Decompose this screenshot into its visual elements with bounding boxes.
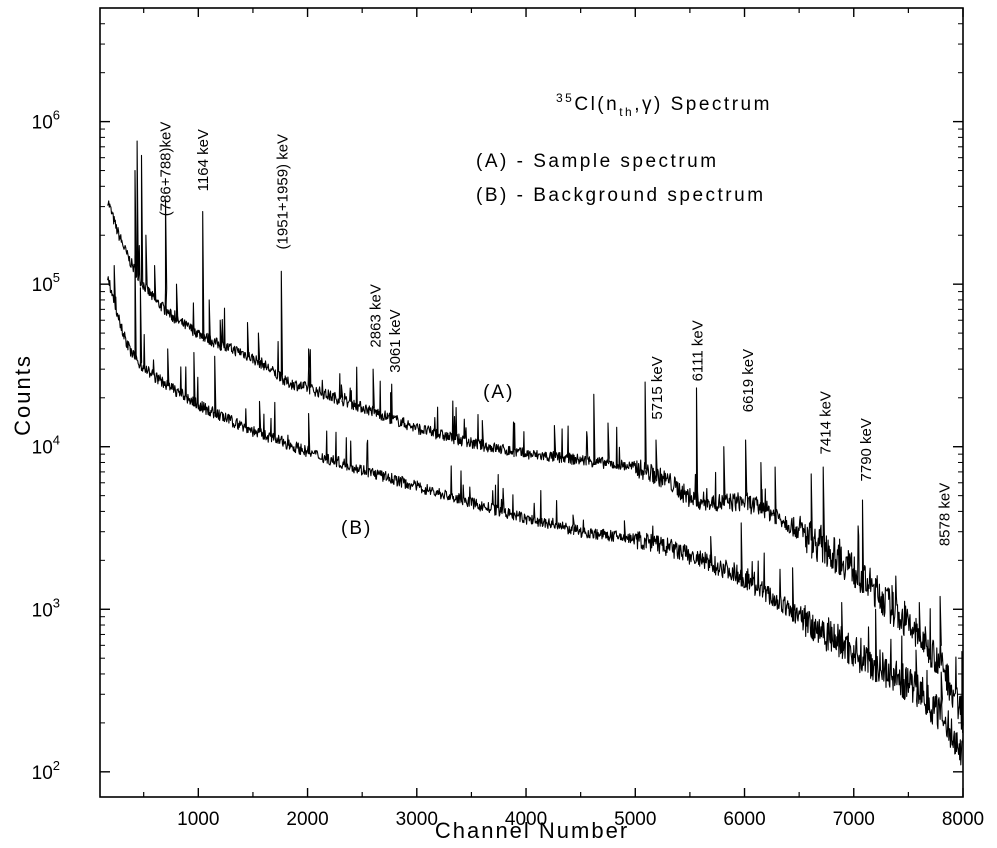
y-tick-label-1: 103 [32,595,60,621]
peak-label-7: 6619 keV [740,349,757,412]
series-tag-1: (B) [341,518,372,539]
x-tick-label-2: 3000 [396,809,438,830]
series-background-line [107,254,964,766]
x-tick-label-7: 8000 [942,809,984,830]
peak-label-2: (1951+1959) keV [274,134,291,250]
x-tick-label-0: 1000 [177,809,219,830]
y-tick-label-4: 106 [32,108,60,134]
peak-label-4: 3061 keV [387,309,404,372]
peak-label-1: 1164 keV [195,129,212,191]
y-tick-label-2: 104 [32,433,60,459]
y-tick-label-0: 102 [32,758,60,784]
legend-entry-sample: (A) - Sample spectrum [476,151,719,172]
peak-label-8: 7414 keV [817,391,834,454]
x-tick-label-6: 7000 [833,809,875,830]
peak-label-0: (786+788)keV [158,122,175,217]
peak-label-10: 8578 keV [936,483,953,546]
x-tick-label-4: 5000 [614,809,656,830]
y-tick-label-3: 105 [32,270,60,296]
chart-title-mass: 35 [556,91,574,105]
chart-title-sub: th [619,105,634,119]
x-axis-label: Channel Number [435,818,629,843]
legend-entry-background: (B) - Background spectrum [476,185,766,206]
chart-title-rest: ,γ) Spectrum [634,94,772,115]
peak-label-9: 7790 keV [858,418,875,481]
series-tag-0: (A) [483,382,514,403]
x-tick-label-3: 4000 [505,809,547,830]
peak-label-6: 6111 keV [690,320,707,381]
chart-title: 35Cl(nth,γ) Spectrum [556,91,772,119]
peak-label-5: 5715 keV [649,356,666,419]
y-axis-label: Counts [10,354,35,436]
series-sample-line [107,140,964,733]
chart-title-element: Cl(n [574,94,619,115]
x-tick-label-1: 2000 [286,809,328,830]
plot-frame [99,7,964,798]
x-tick-label-5: 6000 [723,809,765,830]
peak-label-3: 2863 keV [367,284,384,347]
